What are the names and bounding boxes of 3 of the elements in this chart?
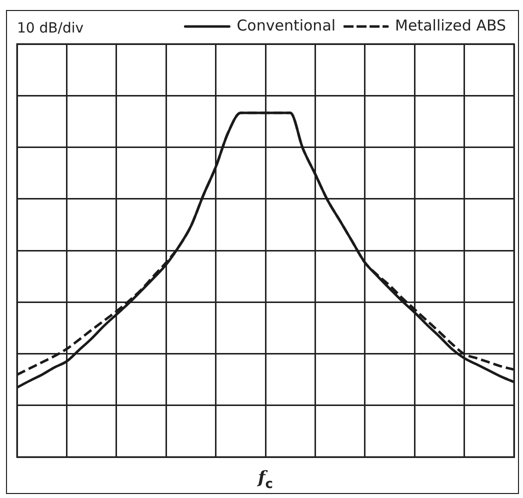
legend-label: Conventional (236, 16, 336, 34)
legend-label: Metallized ABS (395, 16, 506, 34)
text: 10 dB/div (17, 20, 84, 37)
